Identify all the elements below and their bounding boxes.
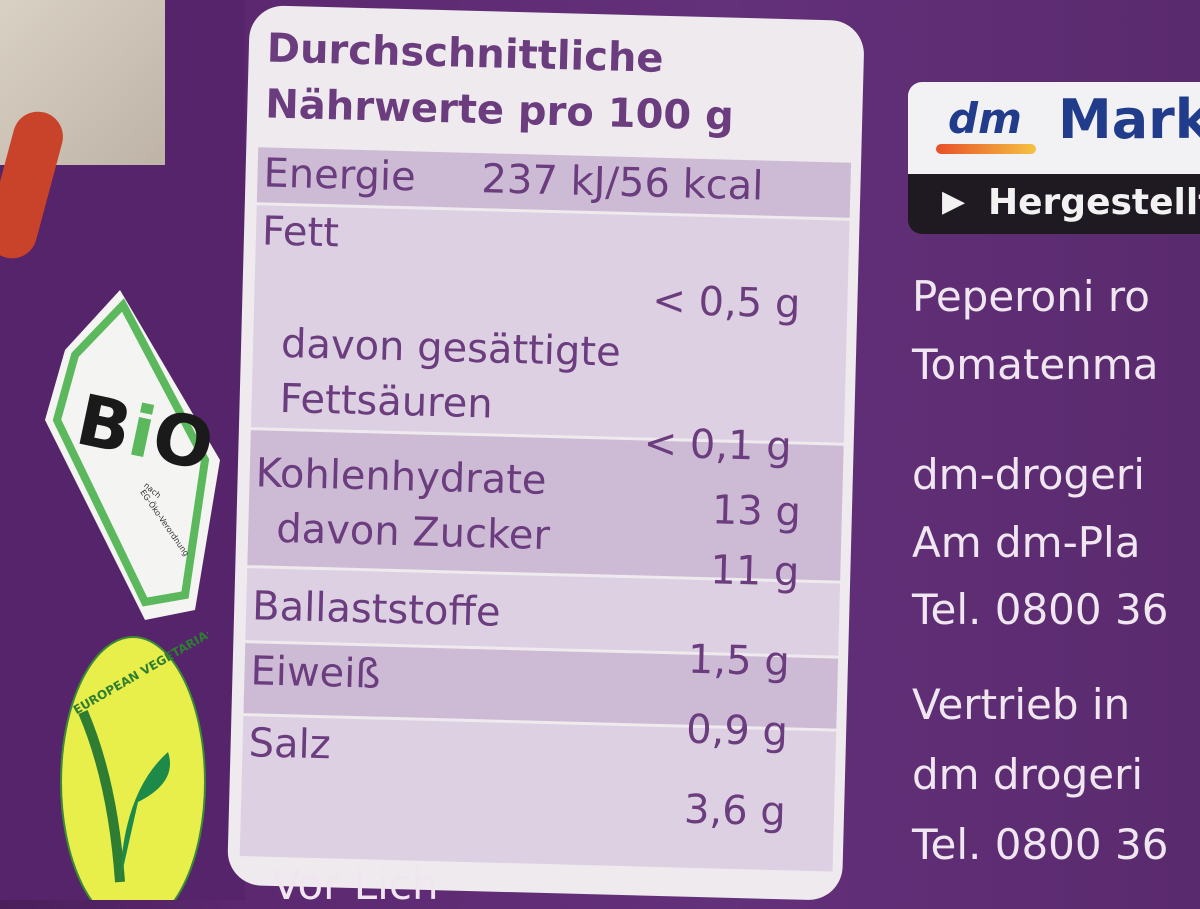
right-text-line: Tomatenma (912, 340, 1159, 389)
right-text-line: dm-drogeri (912, 450, 1145, 499)
dm-swoosh (936, 144, 1036, 154)
dm-logo: dm (948, 94, 1022, 143)
row-value-eiweiss: 0,9 g (685, 706, 789, 756)
row-label-kohlenhydrate: Kohlenhydrate (255, 450, 548, 504)
right-text-line: Tel. 0800 36 (912, 820, 1169, 869)
brand-name: Mark (1058, 88, 1200, 151)
row-value-gesaettigte: < 0,1 g (643, 420, 793, 471)
dm-brand-banner: dm Mark ▶ Hergestellt (908, 82, 1200, 234)
row-label-gesaettigte: davon gesättigte (280, 320, 622, 376)
row-value-fett: < 0,5 g (651, 277, 801, 328)
right-text-line: Am dm-Pla (912, 518, 1141, 567)
row-label-fett: Fett (261, 208, 340, 257)
row-value-energie: 237 kJ/56 kcal (480, 156, 764, 210)
right-text-line: Vertrieb in (912, 680, 1131, 729)
vegetarian-label-logo: EUROPEAN VEGETARIAN UNION (60, 632, 208, 900)
row-label-salz: Salz (248, 720, 332, 769)
nutrition-title-line1: Durchschnittliche (266, 25, 665, 82)
row-value-ballaststoffe: 1,5 g (687, 636, 791, 686)
row-value-zucker: 11 g (709, 547, 800, 596)
row-label-eiweiss: Eiweiß (249, 648, 382, 698)
play-triangle-icon: ▶ (942, 184, 966, 219)
nutrition-title-line2: Nährwerte pro 100 g (264, 81, 735, 140)
row-value-kohlenhydrate: 13 g (711, 487, 802, 536)
row-label-ballaststoffe: Ballaststoffe (251, 583, 502, 636)
right-text-line: Peperoni ro (912, 272, 1150, 321)
nutrition-table: Durchschnittliche Nährwerte pro 100 g En… (226, 5, 865, 901)
row-label-energie: Energie (262, 150, 417, 201)
right-text-line: dm drogeri (912, 750, 1144, 799)
banner-text: Hergestellt (988, 182, 1200, 223)
right-text-line: Tel. 0800 36 (912, 585, 1169, 634)
row-value-salz: 3,6 g (683, 786, 787, 836)
row-label-fettsaeuren: Fettsäuren (279, 375, 494, 428)
bio-seal-logo: BiO nach EG-Öko-Verordnung (45, 290, 221, 620)
storage-note: Vor Lich (272, 860, 439, 909)
row-label-zucker: davon Zucker (275, 505, 551, 560)
